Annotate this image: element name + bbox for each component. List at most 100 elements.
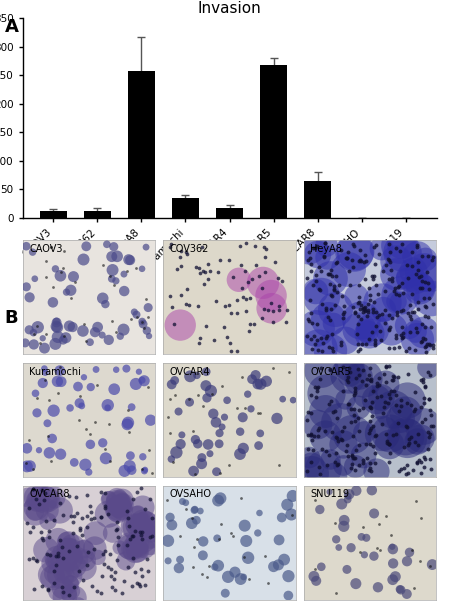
Point <box>322 241 329 250</box>
Point <box>176 554 184 564</box>
Point <box>199 266 207 275</box>
Point <box>395 282 402 291</box>
Point <box>379 267 387 277</box>
Point <box>308 435 315 444</box>
Point <box>421 254 428 264</box>
Point <box>404 321 411 330</box>
Point <box>215 561 222 570</box>
Point <box>33 555 40 565</box>
Point <box>31 584 38 594</box>
Point <box>307 457 315 466</box>
Point <box>52 560 59 570</box>
Point <box>369 422 376 431</box>
Point <box>399 323 406 332</box>
Point <box>339 427 346 436</box>
Point <box>32 507 39 517</box>
Point <box>340 309 347 319</box>
Point <box>47 550 54 560</box>
Point <box>421 293 428 302</box>
Point <box>83 511 90 521</box>
Point <box>58 377 65 387</box>
Point <box>375 373 382 383</box>
Point <box>97 589 104 599</box>
Point <box>386 343 393 353</box>
Point <box>52 264 59 274</box>
Point <box>142 504 149 513</box>
Point <box>236 241 243 250</box>
Point <box>182 299 189 308</box>
Point <box>131 542 139 552</box>
Point <box>312 286 319 296</box>
Point <box>203 393 211 403</box>
Point <box>313 386 320 396</box>
Point <box>54 387 61 397</box>
Point <box>411 345 418 355</box>
Point <box>145 312 152 321</box>
Point <box>414 441 421 450</box>
Point <box>82 424 90 434</box>
Point <box>380 409 387 419</box>
Point <box>177 246 184 256</box>
Point <box>165 556 172 565</box>
Point <box>142 519 149 529</box>
Point <box>216 534 223 543</box>
Point <box>143 326 150 335</box>
Point <box>260 278 267 288</box>
Point <box>332 258 339 268</box>
Point <box>424 427 432 436</box>
Point <box>62 333 69 343</box>
Point <box>39 533 46 543</box>
Point <box>361 550 368 560</box>
Point <box>305 247 312 256</box>
Point <box>403 433 410 442</box>
Point <box>383 436 391 446</box>
Point <box>354 339 361 349</box>
Point <box>331 300 338 310</box>
Point <box>346 280 353 290</box>
Point <box>404 469 411 479</box>
Point <box>310 572 318 581</box>
Point <box>94 553 102 562</box>
Point <box>389 277 396 286</box>
Point <box>356 297 363 307</box>
Point <box>388 313 396 323</box>
Point <box>126 255 134 265</box>
Point <box>240 552 248 562</box>
Point <box>241 521 248 531</box>
Point <box>426 561 433 571</box>
Point <box>303 274 310 283</box>
Point <box>426 454 433 464</box>
Point <box>314 319 321 329</box>
Point <box>175 406 182 416</box>
Point <box>59 583 66 592</box>
Point <box>171 376 178 386</box>
Point <box>369 271 376 281</box>
Point <box>167 239 174 248</box>
Text: HeyA8: HeyA8 <box>310 244 342 254</box>
Point <box>388 386 395 396</box>
Point <box>347 405 354 414</box>
Point <box>360 450 367 460</box>
Point <box>308 468 315 478</box>
Point <box>363 533 370 543</box>
Point <box>388 375 395 385</box>
Point <box>69 542 76 551</box>
Point <box>393 400 400 410</box>
Point <box>307 408 314 418</box>
Point <box>329 291 336 300</box>
Point <box>344 378 351 387</box>
Point <box>111 584 118 594</box>
Point <box>329 329 336 339</box>
Point <box>378 428 386 438</box>
Point <box>419 333 427 343</box>
Point <box>54 376 61 386</box>
Point <box>304 406 311 416</box>
Point <box>377 545 384 555</box>
Point <box>111 384 118 394</box>
Point <box>346 490 353 499</box>
Point <box>366 416 373 426</box>
Point <box>33 321 40 331</box>
Point <box>420 267 427 277</box>
Point <box>309 344 316 354</box>
Point <box>228 346 235 356</box>
